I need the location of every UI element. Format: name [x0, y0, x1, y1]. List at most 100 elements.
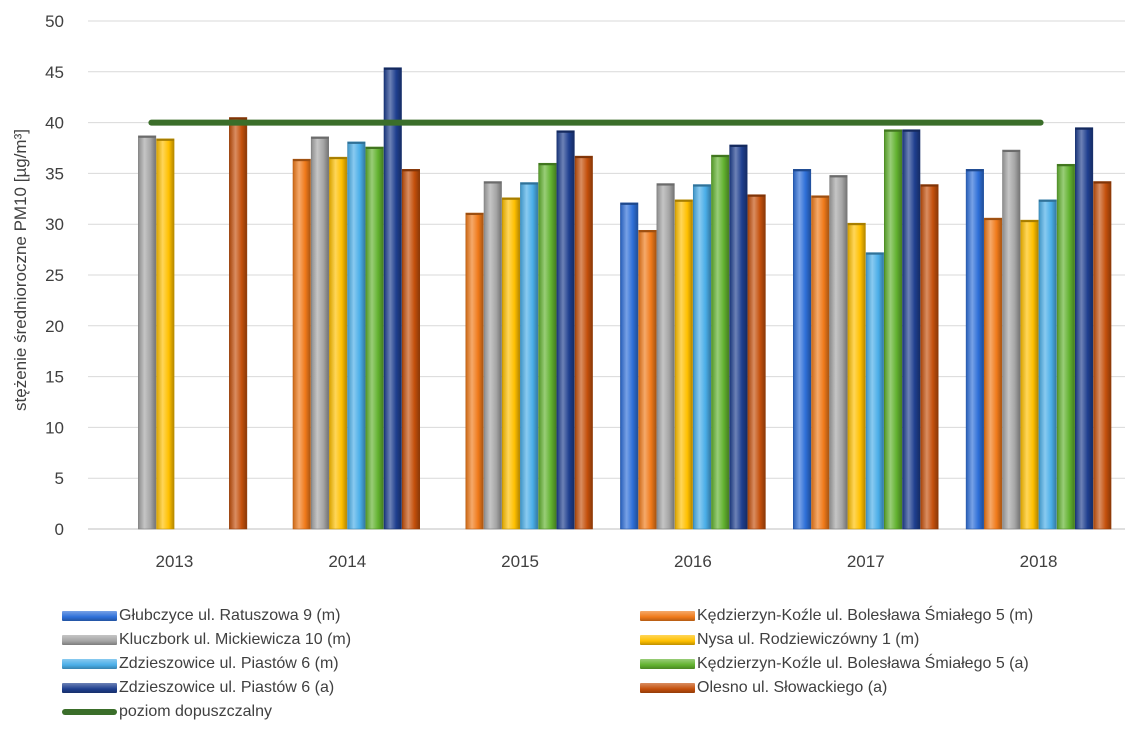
bar — [1093, 181, 1112, 530]
bar — [984, 217, 1003, 530]
bar-top-edge — [1075, 127, 1093, 130]
bar-top-edge — [1002, 150, 1021, 153]
legend-swatch — [640, 683, 695, 693]
y-tick-label: 15 — [45, 368, 64, 387]
bar-top-edge — [502, 197, 520, 200]
legend: Głubczyce ul. Ratuszowa 9 (m) Kędzierzyn-… — [0, 600, 1137, 733]
bar-top-edge — [675, 199, 693, 202]
x-tick-label: 2013 — [156, 552, 194, 571]
bar-top-edge — [365, 146, 384, 149]
bar-top-edge — [966, 169, 984, 172]
bar — [638, 229, 657, 530]
bar — [465, 212, 484, 530]
bar — [792, 169, 812, 530]
bar — [920, 184, 939, 530]
bar — [501, 197, 521, 530]
x-tick-label: 2014 — [328, 552, 366, 571]
x-tick-label: 2017 — [847, 552, 885, 571]
legend-swatch — [640, 635, 695, 645]
bar-top-edge — [1038, 199, 1057, 202]
legend-item: Zdzieszowice ul. Piastów 6 (a) — [62, 677, 334, 699]
x-tick-label: 2016 — [674, 552, 712, 571]
bar-top-edge — [793, 169, 811, 172]
bar — [1038, 199, 1057, 530]
bar — [674, 199, 693, 530]
bar-top-edge — [1057, 164, 1075, 167]
bar — [811, 195, 830, 530]
legend-item: Kędzierzyn-Koźle ul. Bolesława Śmiałego … — [640, 605, 1033, 627]
bar — [138, 135, 157, 530]
bar — [1002, 149, 1021, 530]
bar — [574, 155, 593, 530]
bar-top-edge — [402, 169, 420, 172]
bar-top-edge — [829, 175, 848, 178]
bar-top-edge — [920, 184, 939, 187]
bar-top-edge — [156, 138, 175, 141]
y-axis-ticks: 0 5 10 15 20 25 30 35 40 45 50 — [45, 12, 64, 539]
bar-top-edge — [1093, 181, 1112, 184]
legend-swatch — [62, 635, 117, 645]
bar — [902, 129, 921, 530]
bar — [847, 222, 866, 530]
bar — [383, 67, 402, 530]
bar — [229, 117, 248, 530]
bar-top-edge — [656, 183, 675, 186]
y-tick-label: 30 — [45, 215, 64, 234]
bar-top-edge — [1020, 220, 1039, 223]
bar — [883, 129, 903, 530]
bar-top-edge — [638, 230, 657, 233]
bar — [711, 154, 730, 530]
bar — [1056, 163, 1075, 530]
bar — [538, 162, 557, 530]
legend-item: Zdzieszowice ul. Piastów 6 (m) — [62, 653, 339, 675]
bar — [747, 194, 766, 530]
legend-swatch — [62, 611, 117, 621]
bar-top-edge — [484, 181, 502, 184]
bar — [310, 136, 330, 530]
bar — [1020, 219, 1039, 530]
bar — [347, 141, 366, 530]
y-tick-label: 50 — [45, 12, 64, 31]
legend-item: Głubczyce ul. Ratuszowa 9 (m) — [62, 605, 340, 627]
bar — [292, 158, 311, 530]
bar-top-edge — [229, 117, 247, 120]
legend-swatch — [640, 659, 695, 669]
legend-label: Głubczyce ul. Ratuszowa 9 (m) — [119, 607, 341, 624]
x-tick-label: 2015 — [501, 552, 539, 571]
bar — [829, 175, 848, 530]
x-axis-ticks: 2013 2014 2015 2016 2017 2018 — [156, 552, 1058, 571]
bar — [865, 252, 884, 530]
bar — [729, 144, 748, 530]
bar — [620, 202, 639, 530]
bar — [483, 181, 502, 530]
y-tick-label: 20 — [45, 317, 64, 336]
legend-item: Olesno ul. Słowackiego (a) — [640, 677, 887, 699]
bar — [520, 182, 539, 530]
bar-top-edge — [311, 136, 329, 139]
bar — [965, 169, 984, 530]
bar — [365, 146, 384, 530]
legend-label: Nysa ul. Rodziewiczówny 1 (m) — [697, 631, 920, 648]
bar-top-edge — [465, 213, 484, 216]
bar-top-edge — [293, 159, 311, 162]
y-tick-label: 45 — [45, 63, 64, 82]
bar — [156, 138, 175, 530]
bar-top-edge — [575, 156, 593, 159]
y-tick-label: 10 — [45, 418, 64, 437]
bar-top-edge — [620, 202, 638, 205]
bar-top-edge — [556, 130, 575, 133]
legend-label: poziom dopuszczalny — [119, 703, 272, 720]
y-tick-label: 35 — [45, 164, 64, 183]
bar — [401, 169, 421, 530]
bar-top-edge — [984, 218, 1002, 221]
bar-top-edge — [520, 182, 538, 185]
y-tick-label: 25 — [45, 266, 64, 285]
bar — [556, 130, 575, 530]
bar-top-edge — [711, 155, 729, 158]
bar-top-edge — [811, 195, 829, 198]
legend-item: Kędzierzyn-Koźle ul. Bolesława Śmiałego … — [640, 653, 1029, 675]
bar-top-edge — [747, 194, 766, 197]
legend-item: Nysa ul. Rodziewiczówny 1 (m) — [640, 629, 919, 651]
bar — [329, 156, 348, 530]
